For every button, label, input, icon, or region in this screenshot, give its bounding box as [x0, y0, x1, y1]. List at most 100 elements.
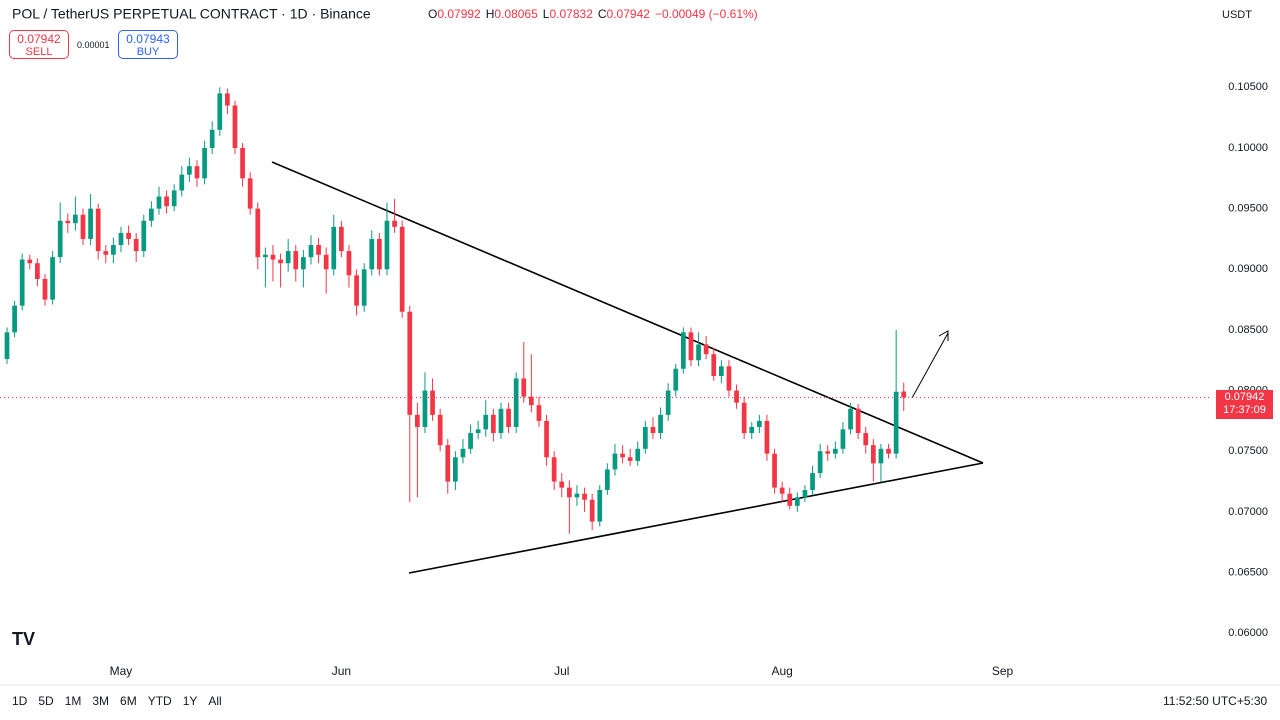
- candle-body: [559, 481, 565, 488]
- candle-body: [726, 366, 732, 391]
- x-tick-label: Jun: [332, 664, 351, 678]
- candle-body: [802, 490, 808, 498]
- candle-body: [756, 420, 762, 427]
- y-tick-label: 0.08500: [1228, 324, 1268, 336]
- candle-body: [430, 390, 435, 415]
- range-button[interactable]: 1M: [64, 694, 82, 708]
- candle-body: [278, 259, 283, 264]
- ohlc-legend: O0.07992 H0.08065 L0.07832 C0.07942 −0.00049…: [428, 7, 758, 21]
- candle-body: [794, 497, 800, 506]
- candle-body: [665, 390, 671, 415]
- candle-body: [825, 451, 831, 454]
- candle-body: [840, 429, 846, 449]
- range-button[interactable]: All: [208, 694, 222, 708]
- change: −0.00049 (−0.61%): [654, 7, 758, 21]
- candle-body: [787, 493, 793, 506]
- ohlc-value: 0.07992: [437, 7, 481, 21]
- arrow: [911, 332, 949, 399]
- candle-body: [111, 245, 116, 255]
- candle-body: [354, 275, 359, 306]
- candle-body: [696, 344, 701, 361]
- candle-body: [255, 208, 261, 258]
- candle-body: [589, 499, 595, 522]
- candle-body: [240, 147, 245, 179]
- candle-body: [232, 105, 238, 148]
- candle-body: [878, 448, 884, 464]
- candle-body: [536, 405, 542, 421]
- candle-body: [103, 251, 109, 255]
- candle-body: [513, 378, 519, 427]
- buy-price: 0.07943: [126, 32, 170, 46]
- x-tick-label: Jul: [554, 664, 569, 678]
- candle-body: [42, 278, 48, 300]
- currency[interactable]: USDT: [1222, 9, 1252, 21]
- sell-button[interactable]: 0.07942 SELL: [9, 30, 69, 59]
- candle-body: [407, 311, 413, 415]
- y-tick-label: 0.06000: [1228, 627, 1268, 639]
- candle-body: [126, 232, 131, 239]
- range-button[interactable]: 1D: [12, 694, 28, 708]
- candle-body: [483, 414, 489, 430]
- range-button[interactable]: 6M: [120, 694, 137, 708]
- candle-body: [460, 448, 466, 458]
- buy-label: BUY: [136, 46, 160, 58]
- candle-body: [35, 263, 40, 279]
- y-tick-label: 0.09500: [1228, 203, 1268, 215]
- candle-body: [301, 257, 306, 270]
- range-button[interactable]: 1Y: [182, 694, 198, 708]
- candle-body: [19, 259, 25, 306]
- candle-body: [734, 390, 739, 403]
- candle-body: [270, 254, 276, 260]
- ohlc-key: L: [542, 7, 550, 21]
- candle-body: [65, 220, 71, 224]
- candle-body: [627, 457, 633, 461]
- y-tick-label: 0.10000: [1228, 142, 1268, 154]
- range-button[interactable]: 3M: [92, 694, 110, 708]
- candle-body: [673, 368, 679, 391]
- candle-body: [741, 402, 747, 434]
- y-tick-label: 0.07000: [1228, 506, 1268, 518]
- candle-body: [772, 453, 777, 488]
- candle-body: [870, 445, 876, 464]
- candle-body: [475, 429, 481, 434]
- range-bar: 1D 5D 1M 3M 6M YTD 1Y All: [12, 694, 222, 708]
- candle-body: [308, 245, 314, 258]
- candle-body: [118, 232, 124, 246]
- candle-body: [171, 190, 177, 207]
- candle-body: [551, 457, 557, 482]
- candle-body: [27, 259, 33, 264]
- range-button[interactable]: YTD: [147, 694, 172, 708]
- candle-body: [832, 448, 838, 454]
- candle-body: [498, 408, 504, 434]
- candle-body: [179, 174, 185, 191]
- range-button[interactable]: 5D: [38, 694, 54, 708]
- candle-body: [711, 354, 717, 377]
- candle-body: [293, 251, 299, 270]
- candle-body: [384, 220, 390, 270]
- candle-body: [88, 208, 93, 239]
- candle-body: [316, 245, 321, 255]
- candle-body: [886, 448, 891, 454]
- candle-body: [339, 226, 344, 252]
- candle-body: [194, 166, 200, 179]
- candle-body: [901, 391, 907, 398]
- countdown: 17:37:09: [1223, 403, 1266, 416]
- candle-body: [377, 238, 382, 270]
- sell-price: 0.07942: [17, 32, 61, 46]
- candle-body: [217, 93, 223, 130]
- buy-button[interactable]: 0.07943 BUY: [118, 30, 178, 59]
- candle-body: [817, 451, 823, 474]
- candle-body: [369, 238, 375, 270]
- candle-body: [323, 254, 329, 270]
- candle-body: [688, 332, 694, 361]
- ohlc-key: O: [428, 7, 438, 21]
- candle-body: [80, 214, 86, 239]
- candle-body: [612, 453, 618, 470]
- logo: TV: [12, 629, 35, 649]
- candle-body: [597, 490, 603, 522]
- candle-body: [893, 391, 899, 454]
- candle-body: [57, 220, 63, 258]
- candle-body: [567, 487, 572, 498]
